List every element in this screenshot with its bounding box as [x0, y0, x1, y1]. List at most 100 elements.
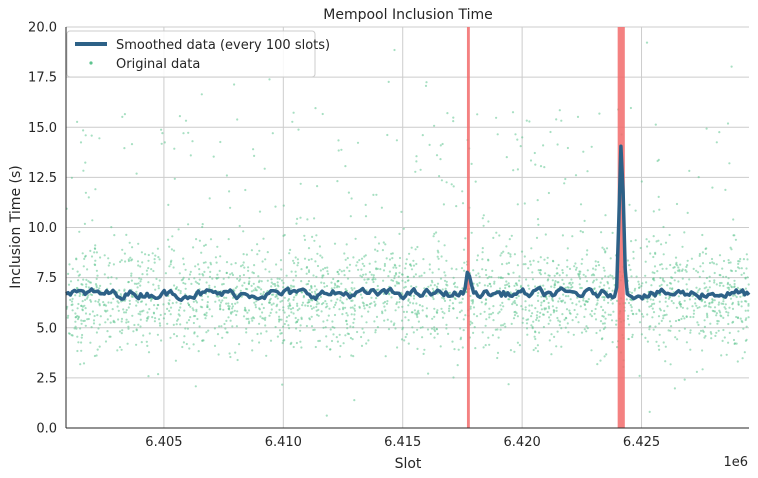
smoothed-line-layer: [65, 144, 751, 302]
scatter-point: [628, 203, 631, 206]
scatter-point: [425, 307, 428, 310]
scatter-point: [74, 325, 77, 328]
scatter-point: [711, 301, 714, 304]
scatter-point: [71, 334, 74, 337]
scatter-point: [669, 263, 672, 267]
scatter-point: [441, 142, 444, 146]
scatter-point: [464, 237, 467, 240]
scatter-point: [728, 306, 731, 309]
scatter-point: [732, 320, 735, 323]
scatter-point: [419, 168, 422, 171]
scatter-point: [73, 327, 76, 330]
scatter-point: [198, 268, 201, 271]
scatter-point: [130, 274, 133, 277]
scatter-point: [227, 238, 230, 241]
scatter-point: [316, 313, 319, 316]
scatter-point: [220, 325, 223, 328]
scatter-point: [264, 268, 267, 271]
scatter-point: [431, 281, 434, 284]
scatter-point: [711, 261, 714, 264]
scatter-point: [215, 295, 218, 298]
scatter-point: [513, 253, 517, 256]
scatter-point: [441, 310, 444, 313]
scatter-point: [180, 279, 183, 282]
scatter-point: [683, 231, 686, 234]
scatter-point: [685, 341, 689, 344]
scatter-point: [662, 341, 665, 344]
scatter-point: [673, 387, 677, 390]
scatter-point: [354, 237, 357, 240]
scatter-point: [375, 193, 378, 196]
scatter-point: [595, 331, 598, 335]
scatter-point: [668, 233, 671, 237]
scatter-point: [536, 344, 540, 347]
scatter-point: [504, 325, 507, 328]
scatter-point: [303, 238, 307, 241]
scatter-point: [292, 298, 295, 301]
scatter-point: [173, 177, 176, 180]
highlight-bands: [466, 27, 625, 428]
scatter-point: [316, 300, 319, 303]
scatter-point: [723, 306, 726, 309]
scatter-point: [727, 311, 730, 314]
scatter-point: [743, 351, 746, 354]
scatter-point: [260, 303, 264, 306]
scatter-point: [583, 315, 586, 318]
scatter-point: [360, 257, 364, 260]
scatter-point: [454, 285, 457, 288]
scatter-point: [594, 268, 597, 271]
scatter-point: [535, 314, 539, 317]
scatter-point: [683, 327, 687, 330]
scatter-point: [544, 272, 547, 275]
scatter-point: [191, 140, 194, 143]
scatter-point: [242, 315, 246, 318]
scatter-point: [709, 306, 712, 309]
scatter-point: [259, 292, 262, 295]
scatter-point: [179, 292, 182, 295]
scatter-point: [366, 304, 369, 307]
scatter-point: [324, 306, 328, 309]
scatter-point: [163, 312, 167, 315]
scatter-point: [725, 310, 728, 313]
scatter-point: [512, 317, 516, 320]
scatter-point: [401, 279, 404, 282]
scatter-point: [507, 261, 511, 264]
scatter-point: [439, 345, 442, 348]
scatter-point: [246, 311, 249, 314]
scatter-point: [430, 327, 434, 330]
scatter-point: [421, 336, 424, 339]
scatter-point: [652, 278, 655, 281]
scatter-point: [305, 266, 308, 269]
scatter-point: [280, 279, 284, 282]
scatter-point: [449, 299, 452, 302]
scatter-point: [213, 327, 216, 330]
scatter-point: [603, 355, 606, 358]
scatter-point: [512, 301, 515, 304]
scatter-point: [534, 330, 537, 333]
scatter-point: [600, 305, 603, 308]
scatter-point: [653, 265, 657, 268]
scatter-point: [436, 249, 439, 252]
scatter-point: [649, 298, 652, 301]
scatter-point: [689, 331, 692, 334]
scatter-point: [705, 247, 708, 250]
scatter-point: [309, 305, 312, 308]
scatter-point: [368, 271, 371, 274]
scatter-point: [491, 269, 494, 272]
scatter-point: [737, 302, 740, 305]
scatter-point: [99, 315, 102, 318]
scatter-point: [712, 262, 716, 265]
scatter-point: [305, 283, 308, 286]
scatter-point: [299, 324, 302, 327]
scatter-point: [437, 251, 440, 254]
scatter-point: [316, 264, 320, 268]
scatter-point: [603, 284, 606, 287]
scatter-point: [184, 282, 187, 285]
scatter-point: [207, 266, 210, 269]
scatter-point: [469, 320, 472, 323]
scatter-point: [452, 276, 455, 279]
scatter-point: [404, 281, 407, 284]
scatter-point: [482, 214, 485, 217]
scatter-point: [98, 298, 101, 301]
scatter-point: [374, 329, 377, 332]
